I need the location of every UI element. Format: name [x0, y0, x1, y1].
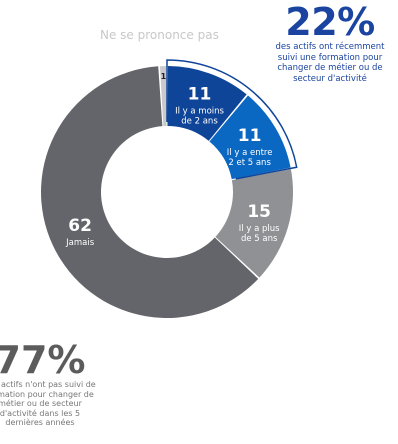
- segment-category-label: 2 et 5 ans: [228, 158, 271, 168]
- segment-category-label: Il y a moins: [175, 107, 224, 117]
- segment-category-label: Il y a plus: [239, 224, 280, 234]
- segment-category-label: Jamais: [65, 238, 95, 248]
- donut-segment-1: [209, 95, 291, 180]
- callout-recent-training: 22% des actifs ont récemment suivi une f…: [262, 2, 398, 84]
- callout-top-line: des actifs ont récemment: [275, 42, 385, 52]
- callout-top-text: des actifs ont récemment suivi une forma…: [262, 42, 398, 84]
- callout-top-value: 22%: [285, 0, 375, 44]
- callout-top-line: suivi une formation pour: [277, 52, 383, 63]
- donut-segment-0: [167, 66, 247, 141]
- no-opinion-label: Ne se prononce pas: [100, 28, 219, 42]
- callout-bottom-line: d'activité dans les 5: [0, 408, 81, 418]
- callout-bottom-line: dernières années: [5, 418, 75, 427]
- callout-bottom-line: des actifs n'ont pas suivi de: [0, 380, 96, 389]
- segment-category-label: de 2 ans: [181, 117, 218, 127]
- segment-value-label: 62: [68, 216, 92, 236]
- recent-training-outline: [166, 59, 298, 180]
- segment-value-label: 1: [161, 72, 167, 81]
- donut-segment-3: [41, 66, 259, 318]
- callout-top-line: changer de métier ou de: [277, 63, 383, 73]
- segment-category-label: Il y a entre: [227, 148, 273, 158]
- segment-value-label: 11: [238, 126, 262, 146]
- callout-top-line: secteur d'activité: [293, 73, 367, 84]
- callout-bottom-line: métier ou de secteur: [0, 399, 82, 408]
- callout-bottom-line: formation pour changer de: [0, 389, 94, 399]
- donut-segment-2: [215, 169, 293, 278]
- segment-category-label: de 5 ans: [241, 234, 278, 244]
- segment-value-label: 11: [188, 85, 212, 105]
- callout-bottom-text: des actifs n'ont pas suivi de formation …: [0, 380, 110, 428]
- donut-segment-4: [159, 66, 167, 127]
- segment-value-label: 15: [247, 202, 271, 222]
- callout-bottom-value: 77%: [0, 338, 86, 382]
- callout-no-training: 77% des actifs n'ont pas suivi de format…: [0, 340, 110, 428]
